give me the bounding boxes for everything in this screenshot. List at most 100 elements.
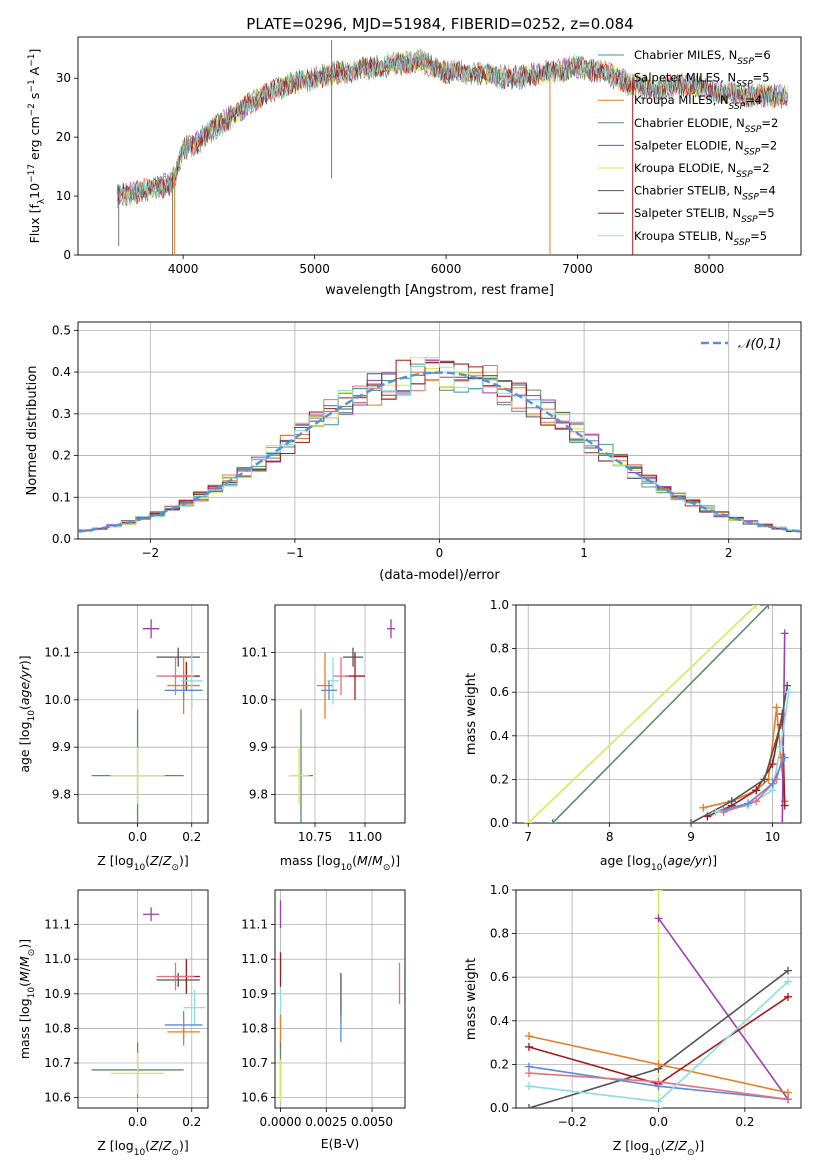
y-tick-label: 0.3 (52, 407, 71, 421)
y-tick-label: 10.8 (44, 1021, 71, 1035)
data-marker (752, 605, 761, 609)
data-marker (654, 914, 663, 923)
legend-entry: 𝒩(0,1) (738, 337, 781, 352)
x-tick-label: 10 (765, 830, 780, 844)
y-tick-label: 1.0 (490, 883, 509, 897)
y-tick-label: 10.7 (241, 1056, 268, 1070)
x-tick-label: 8000 (694, 262, 725, 276)
y-tick-label: 10.0 (241, 693, 268, 707)
x-tick-label: 0 (436, 546, 444, 560)
data-marker (524, 1082, 533, 1091)
x-tick-label: 8 (606, 830, 614, 844)
axes-frame (515, 604, 802, 824)
spectrum-line (117, 51, 789, 205)
spectrum-line (117, 52, 789, 202)
data-marker (780, 629, 789, 638)
legend-entry: Chabrier MILES, NSSP=6 (634, 48, 771, 67)
panel-age_vs_Z: 0.0 0.2 9.8 9.9 10.0 10.1 Z [log10(Z/Z⊙)] age [… (17, 604, 209, 873)
data-marker (778, 819, 787, 823)
x-tick-label: 0.0 (649, 1115, 668, 1129)
x-axis-label: wavelength [Angstrom, rest frame] (325, 283, 554, 298)
data-marker (524, 1042, 533, 1051)
data-marker (711, 808, 720, 817)
y-tick-label: 9.9 (249, 740, 268, 754)
x-tick-label: 6000 (431, 262, 462, 276)
y-tick-label: 10.9 (241, 987, 268, 1001)
y-tick-label: 0.4 (52, 365, 71, 379)
panel-residuals: −2 −1 0 1 2 0.0 0.1 0.2 0.3 0.4 0.5 (data-model)/er… (25, 321, 802, 583)
plot-area (91, 619, 203, 823)
x-tick-label: 0.0000 (259, 1115, 301, 1129)
panel-mass_weight_Z: −0.2 0.0 0.2 0.0 0.2 0.4 0.6 0.8 1.0 mass weight Z… (464, 883, 802, 1158)
panel-spectrum: 4000 5000 6000 7000 8000 0 10 20 30 wavelength [A… (27, 36, 802, 298)
data-marker (776, 742, 785, 751)
data-marker (524, 1069, 533, 1078)
plot-area (78, 357, 801, 533)
x-tick-label: 11.00 (348, 830, 382, 844)
legend-entry: Salpeter MILES, NSSP=5 (634, 71, 770, 90)
data-marker (772, 703, 781, 712)
x-tick-label: 2 (725, 546, 733, 560)
y-tick-label: 0.6 (490, 685, 509, 699)
data-marker (784, 966, 793, 975)
y-tick-label: 30 (56, 71, 71, 85)
axes-frame (77, 321, 802, 540)
axes-frame (77, 604, 209, 824)
y-tick-label: 0.6 (490, 970, 509, 984)
y-tick-label: 0.1 (52, 490, 71, 504)
y-tick-label: 10.1 (241, 645, 268, 659)
x-tick-label: 0.2 (182, 830, 201, 844)
histogram-step (78, 357, 801, 533)
x-axis-label: age [log10(age/yr)] (600, 853, 717, 873)
panel-mass_vs_ebv: 0.0000 0.0025 0.0050 10.6 10.7 10.8 10.9 11.0 11… (241, 889, 406, 1151)
x-tick-label: 5000 (299, 262, 330, 276)
axes-frame (77, 889, 209, 1109)
panel-mass_vs_Z: 0.0 0.2 10.6 10.7 10.8 10.9 11.0 11.1 Z [log10(Z… (17, 889, 209, 1158)
data-marker (784, 992, 793, 1001)
x-tick-label: −1 (286, 546, 304, 560)
y-axis-label: mass weight (464, 673, 479, 755)
y-tick-label: 1.0 (490, 598, 509, 612)
histogram-step (78, 357, 801, 532)
y-tick-label: 0.8 (490, 642, 509, 656)
data-marker (760, 775, 769, 784)
x-tick-label: −2 (141, 546, 159, 560)
plot-area (289, 619, 395, 823)
y-tick-label: 0.4 (490, 1014, 509, 1028)
y-tick-label: 10 (56, 189, 71, 203)
plot-area (524, 605, 793, 823)
legend-entry: Salpeter STELIB, NSSP=5 (634, 206, 775, 225)
y-tick-label: 0.2 (490, 772, 509, 786)
plot-area (524, 890, 793, 1108)
y-tick-label: 0.4 (490, 729, 509, 743)
data-marker (783, 681, 792, 690)
y-tick-label: 0.2 (52, 449, 71, 463)
panel-age_vs_mass: 10.75 11.00 9.8 9.9 10.0 10.1 mass [log10(M/M⊙… (241, 604, 406, 873)
data-marker (780, 753, 789, 762)
data-marker (654, 1060, 663, 1069)
y-tick-label: 10.1 (44, 645, 71, 659)
y-axis-label: Normed distribution (25, 366, 40, 496)
data-marker (654, 890, 663, 894)
data-marker (654, 1077, 663, 1086)
y-tick-label: 0.0 (52, 532, 71, 546)
x-tick-label: 7 (524, 830, 532, 844)
x-tick-label: 9 (687, 830, 695, 844)
y-tick-label: 0 (63, 248, 71, 262)
data-marker (764, 605, 773, 609)
y-tick-label: 0.0 (490, 816, 509, 830)
y-tick-label: 10.7 (44, 1056, 71, 1070)
x-tick-label: 0.0 (128, 1115, 147, 1129)
y-tick-label: 11.1 (44, 918, 71, 932)
y-tick-label: 11.0 (44, 952, 71, 966)
plot-area (279, 900, 401, 1102)
y-tick-label: 10.6 (44, 1091, 71, 1105)
data-marker (784, 1095, 793, 1104)
axes-frame (77, 36, 802, 256)
y-tick-label: 10.8 (241, 1021, 268, 1035)
data-marker (784, 688, 793, 697)
y-tick-label: 0.5 (52, 323, 71, 337)
y-tick-label: 9.8 (249, 788, 268, 802)
x-tick-label: −0.2 (558, 1115, 587, 1129)
